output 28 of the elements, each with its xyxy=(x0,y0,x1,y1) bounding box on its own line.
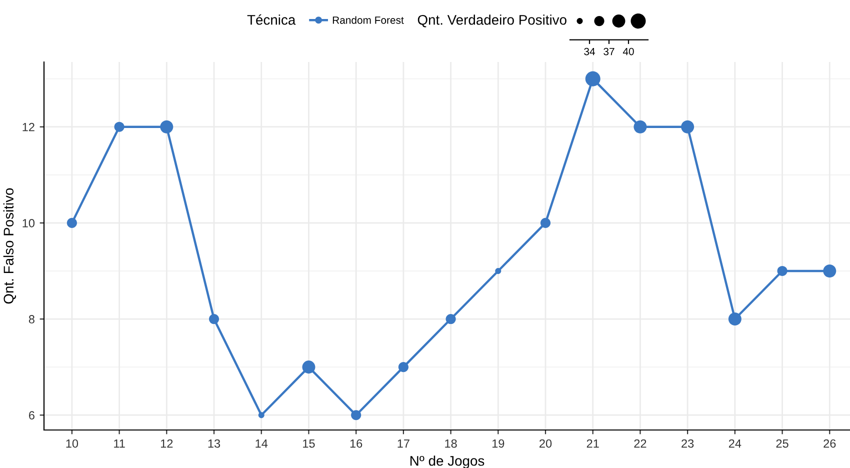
y-tick-label: 10 xyxy=(22,218,35,228)
y-tick-label: 8 xyxy=(28,315,34,324)
x-tick-label: 25 xyxy=(776,439,788,448)
x-tick-label: 11 xyxy=(114,439,125,448)
legend-label: Random Forest xyxy=(332,16,404,24)
x-tick-label: 16 xyxy=(350,439,362,448)
y-tick-label: 6 xyxy=(29,411,34,420)
x-tick-label: 23 xyxy=(682,439,694,448)
x-tick-label: 13 xyxy=(208,439,220,448)
text: 34 xyxy=(584,48,595,56)
x-tick-label: 24 xyxy=(728,439,742,448)
x-tick-label: 21 xyxy=(586,439,599,448)
x-tick-label: 15 xyxy=(303,439,315,448)
x-tick-label: 19 xyxy=(492,439,504,448)
x-tick-label: 18 xyxy=(445,439,457,448)
legend-title: Técnica xyxy=(247,14,296,25)
x-tick-label: 22 xyxy=(634,439,646,448)
x-tick-label: 20 xyxy=(540,439,552,448)
text: 37 xyxy=(604,48,614,56)
x-tick-label: 12 xyxy=(160,439,173,448)
text: Qnt. Verdadeiro Positivo xyxy=(418,14,566,28)
x-tick-label: 10 xyxy=(66,439,78,448)
y-tick-label: 12 xyxy=(22,122,34,132)
y-axis-title: Qnt. Falso Positivo xyxy=(3,188,16,304)
x-tick-label: 26 xyxy=(824,439,836,448)
text: 40 xyxy=(622,48,634,56)
x-tick-label: 17 xyxy=(398,439,410,448)
x-tick-label: 14 xyxy=(256,439,268,448)
